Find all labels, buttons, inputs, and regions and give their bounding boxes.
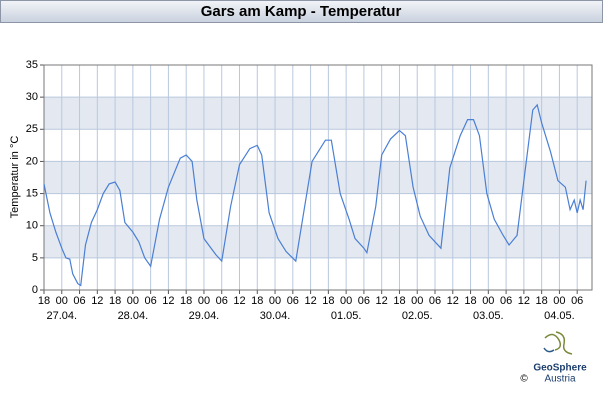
y-tick-label: 35 bbox=[26, 59, 38, 71]
x-tick-label: 00 bbox=[411, 295, 423, 307]
day-label: 27.04. bbox=[46, 310, 77, 322]
x-tick-label: 12 bbox=[518, 295, 530, 307]
x-tick-label: 18 bbox=[251, 295, 263, 307]
y-tick-label: 10 bbox=[26, 220, 38, 232]
x-tick-label: 18 bbox=[109, 295, 121, 307]
day-label: 02.05. bbox=[402, 310, 433, 322]
data-line bbox=[43, 103, 587, 287]
x-tick-label: 12 bbox=[376, 295, 388, 307]
x-tick-label: 06 bbox=[358, 295, 370, 307]
grid-band bbox=[44, 225, 592, 258]
day-label: 29.04. bbox=[189, 310, 220, 322]
y-tick-label: 30 bbox=[26, 91, 38, 103]
y-tick-label: 25 bbox=[26, 123, 38, 135]
x-tick-label: 12 bbox=[304, 295, 316, 307]
x-tick-label: 18 bbox=[322, 295, 334, 307]
y-tick-label: 20 bbox=[26, 155, 38, 167]
plot-border bbox=[43, 64, 593, 291]
y-tick-label: 15 bbox=[26, 187, 38, 199]
x-tick-label: 18 bbox=[393, 295, 405, 307]
x-tick-label: 06 bbox=[216, 295, 228, 307]
day-label: 28.04. bbox=[118, 310, 149, 322]
x-tick-label: 12 bbox=[91, 295, 103, 307]
grid-band bbox=[44, 161, 592, 194]
x-tick-label: 18 bbox=[536, 295, 548, 307]
logo-mark bbox=[544, 333, 562, 351]
x-tick-label: 12 bbox=[233, 295, 245, 307]
x-tick-label: 12 bbox=[162, 295, 174, 307]
day-label: 03.05. bbox=[473, 310, 504, 322]
x-tick-label: 00 bbox=[127, 295, 139, 307]
logo: GeoSphere Austria © bbox=[520, 331, 587, 385]
x-tick-label: 06 bbox=[429, 295, 441, 307]
x-tick-label: 00 bbox=[198, 295, 210, 307]
chart-title: Gars am Kamp - Temperatur bbox=[201, 3, 402, 20]
x-tick-label: 00 bbox=[56, 295, 68, 307]
logo-mark bbox=[543, 347, 555, 353]
y-tick-label: 5 bbox=[32, 252, 38, 264]
x-tick-label: 00 bbox=[340, 295, 352, 307]
day-label: 30.04. bbox=[260, 310, 291, 322]
y-tick-label: 0 bbox=[32, 284, 38, 296]
x-tick-label: 18 bbox=[38, 295, 50, 307]
x-tick-label: 18 bbox=[180, 295, 192, 307]
logo-text: Austria bbox=[544, 374, 576, 385]
x-tick-label: 18 bbox=[464, 295, 476, 307]
x-tick-label: 00 bbox=[269, 295, 281, 307]
day-label: 01.05. bbox=[331, 310, 362, 322]
x-tick-label: 06 bbox=[571, 295, 583, 307]
x-tick-label: 00 bbox=[482, 295, 494, 307]
y-axis-label: Temperatur in °C bbox=[9, 136, 21, 219]
day-label: 04.05. bbox=[544, 310, 575, 322]
x-tick-label: 12 bbox=[447, 295, 459, 307]
grid-band bbox=[44, 97, 592, 130]
copyright: © bbox=[520, 374, 528, 385]
x-tick-label: 06 bbox=[500, 295, 512, 307]
x-tick-label: 00 bbox=[553, 295, 565, 307]
logo-mark bbox=[555, 331, 573, 355]
x-tick-label: 06 bbox=[73, 295, 85, 307]
x-tick-label: 06 bbox=[287, 295, 299, 307]
x-tick-label: 06 bbox=[145, 295, 157, 307]
logo-text: GeoSphere bbox=[533, 363, 587, 374]
